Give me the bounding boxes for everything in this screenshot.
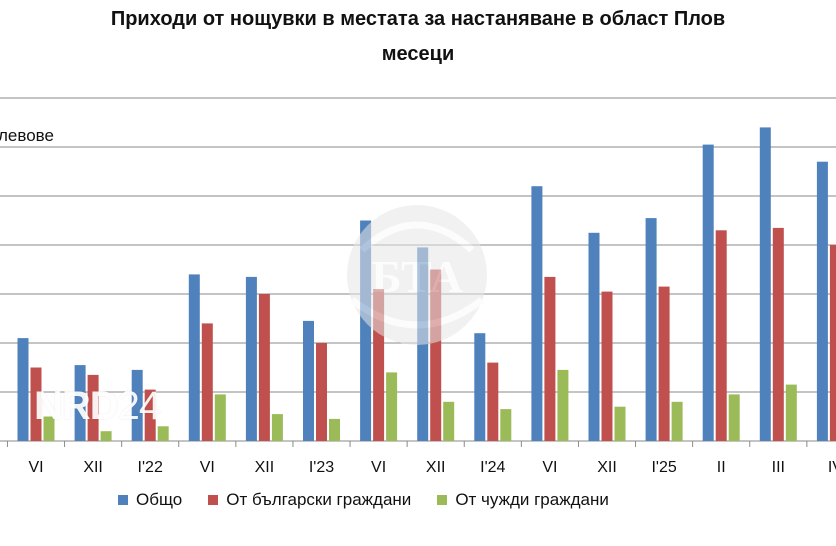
bar xyxy=(557,369,569,441)
bar xyxy=(816,161,828,441)
bta-watermark-text: БТА xyxy=(371,251,462,302)
legend-swatch xyxy=(208,495,219,505)
chart-title-line1: Приходи от нощувки в местата за настаняв… xyxy=(110,8,726,30)
x-tick-labels: VI XII I'22 VI XII I'23 VI XII I'24 VI XII I'25 II II… xyxy=(6,441,836,476)
nrd24-watermark-logo: NRD24 xyxy=(34,384,161,429)
x-tick-label: I'23 xyxy=(309,459,334,476)
legend-swatch xyxy=(118,495,128,505)
x-tick-label: XII xyxy=(597,459,617,476)
bar xyxy=(74,365,86,441)
bar xyxy=(759,127,771,442)
x-tick-label: II xyxy=(717,459,726,476)
x-tick-label: III xyxy=(772,459,785,476)
bar xyxy=(245,276,257,441)
bar xyxy=(360,220,372,441)
x-tick-label: XII xyxy=(426,459,446,476)
bar xyxy=(17,338,29,441)
bar xyxy=(772,227,784,441)
bar xyxy=(474,333,486,441)
bar xyxy=(100,431,112,441)
bar xyxy=(87,374,99,441)
x-tick-label: I'24 xyxy=(480,459,505,476)
x-tick-label: VI xyxy=(371,459,386,476)
bar xyxy=(487,362,499,441)
x-tick-label: XII xyxy=(83,459,103,476)
nrd-watermark-number: 24 xyxy=(117,384,161,428)
bar xyxy=(271,414,283,441)
bar xyxy=(829,245,836,441)
bar xyxy=(144,389,156,441)
bar xyxy=(500,409,512,441)
x-tick-label: XII xyxy=(255,459,275,476)
bar xyxy=(303,320,314,441)
bar xyxy=(658,286,670,441)
nrd-watermark-text: NRD xyxy=(34,384,119,428)
bar xyxy=(702,144,714,441)
bar xyxy=(443,401,455,441)
bar xyxy=(373,289,385,441)
bar xyxy=(43,416,55,441)
bar xyxy=(386,372,398,441)
x-tick-label: VI xyxy=(200,459,215,476)
bar xyxy=(30,367,42,441)
bar xyxy=(715,230,727,441)
legend-item: От чужди граждани xyxy=(437,490,609,510)
bar xyxy=(188,274,200,441)
bar xyxy=(588,232,600,442)
bar xyxy=(531,186,543,441)
bar xyxy=(157,426,169,441)
chart-title: Приходи от нощувки в местата за настаняв… xyxy=(0,8,836,66)
bta-watermark-logo: БТА xyxy=(347,205,487,345)
bar xyxy=(430,269,442,441)
bar xyxy=(329,418,340,441)
legend-item: От български граждани xyxy=(208,490,411,510)
legend-swatch xyxy=(437,495,448,505)
legend-item: Общо xyxy=(118,490,182,510)
bar xyxy=(785,384,797,441)
x-tick-label: VI xyxy=(542,459,557,476)
chart-title-line2: месеци xyxy=(381,43,455,65)
x-tick-label: VI xyxy=(28,459,43,476)
bar xyxy=(131,369,143,441)
bar xyxy=(544,276,556,441)
bar xyxy=(645,218,657,441)
legend-label: От български граждани xyxy=(226,490,412,509)
x-tick-label: I'22 xyxy=(138,459,163,476)
bar xyxy=(214,394,226,441)
bar xyxy=(201,323,213,441)
x-tick-label: IV xyxy=(828,459,836,476)
legend: Общо От български граждани От чужди гражда… xyxy=(118,490,609,510)
bar xyxy=(601,291,613,441)
bar xyxy=(614,406,626,441)
bar xyxy=(671,401,683,441)
bar xyxy=(728,394,740,441)
y-axis-label: левове xyxy=(0,126,54,145)
bar xyxy=(258,294,270,441)
legend-label: Общо xyxy=(136,490,183,509)
x-tick-label: I'25 xyxy=(651,459,676,476)
legend-label: От чужди граждани xyxy=(455,490,609,509)
bar xyxy=(316,343,327,441)
